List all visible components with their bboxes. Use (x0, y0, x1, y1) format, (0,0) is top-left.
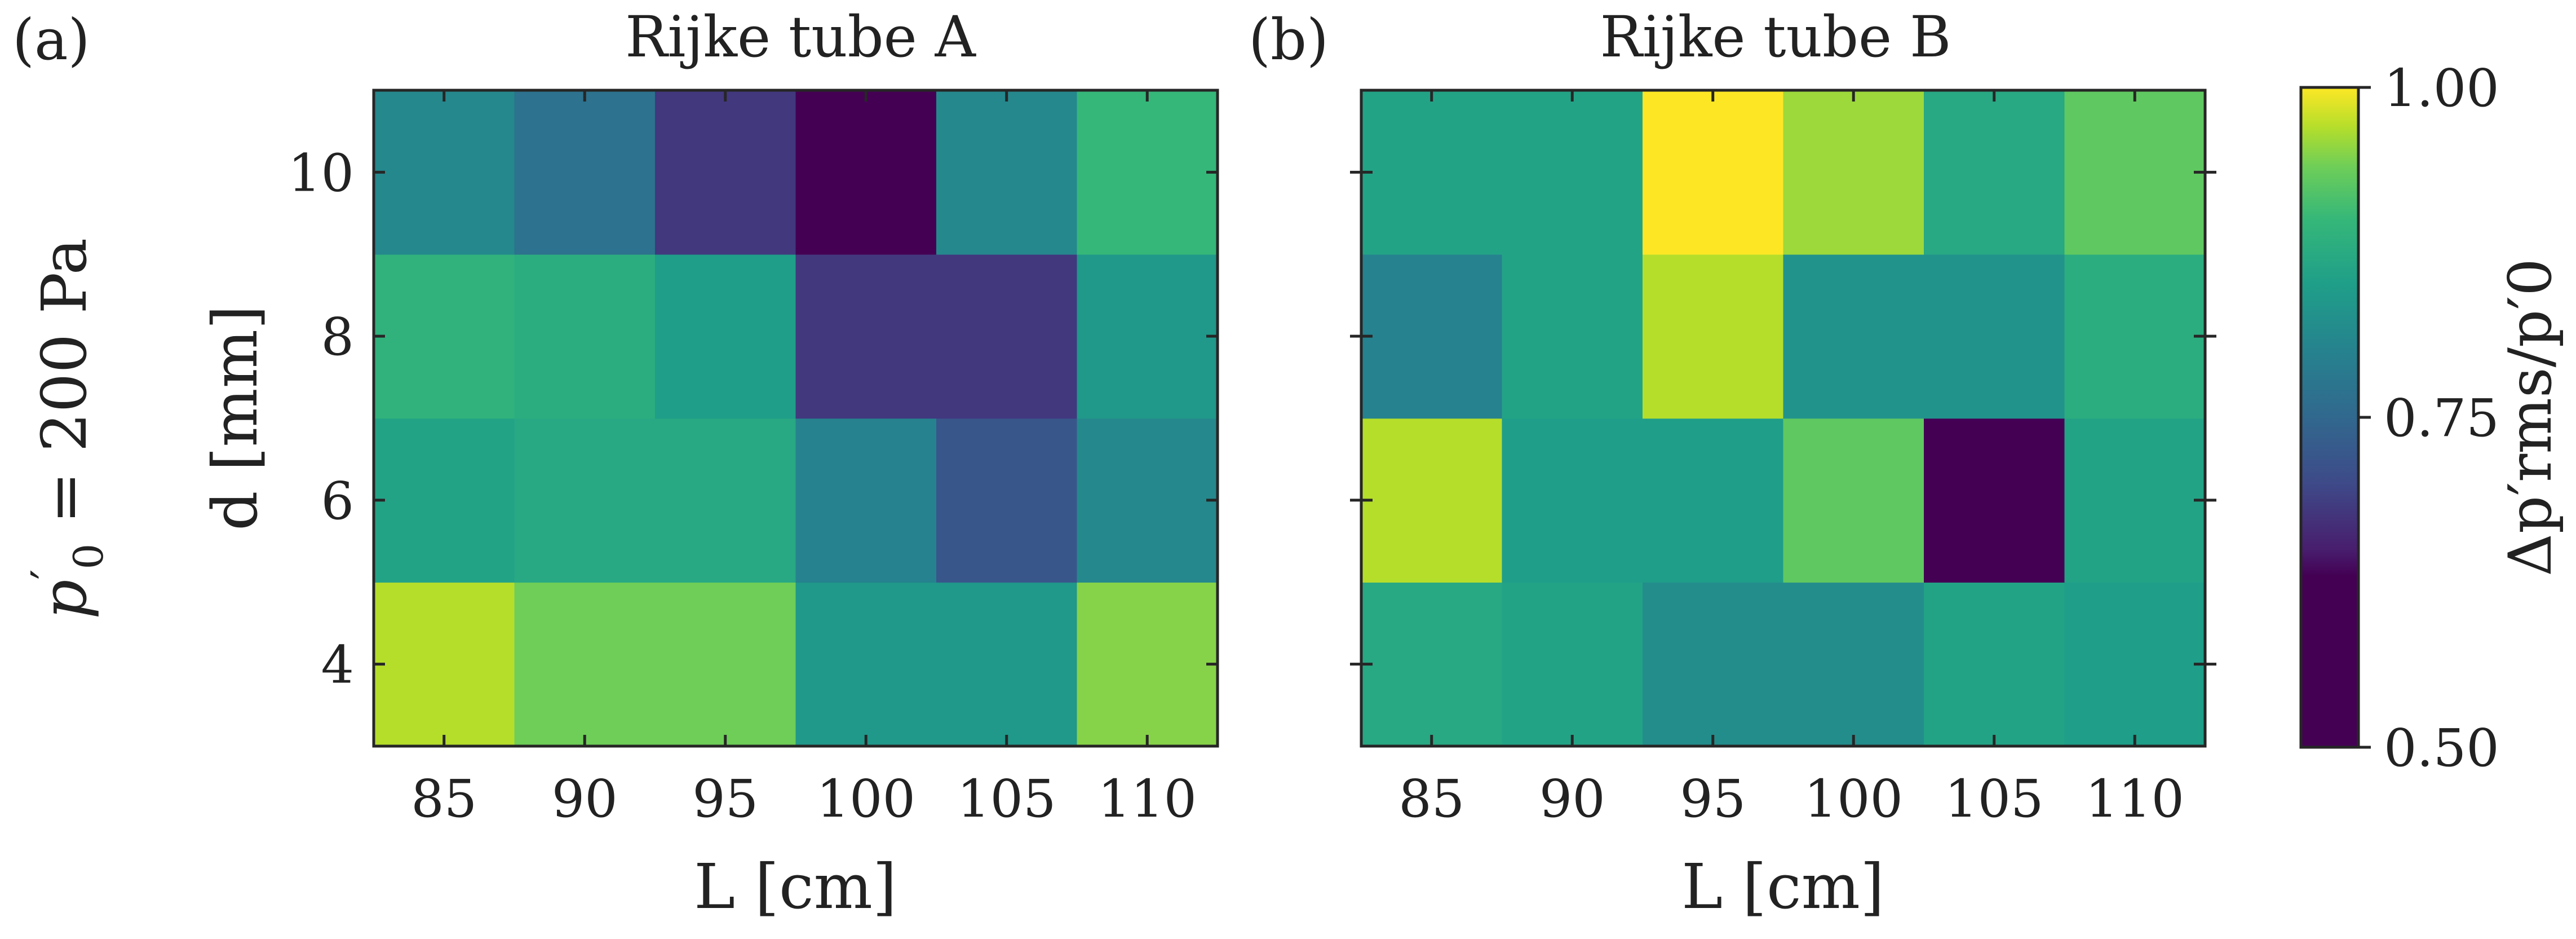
colorbar-ticks: 1.00 0.75 0.50 (2358, 58, 2499, 778)
heatmap-cell (1783, 254, 1924, 419)
row-label-rest: = 200 Pa (28, 238, 100, 544)
heatmap-cell (1077, 582, 1218, 747)
heatmap-cell (374, 90, 515, 255)
heatmap-cell (514, 90, 656, 255)
heatmap-cell (1361, 418, 1503, 583)
heatmap-cell (1643, 90, 1784, 255)
heatmap-cell (514, 582, 656, 747)
heatmap-cell (374, 254, 515, 419)
heatmap-cell (1361, 90, 1503, 255)
heatmap-cell (1502, 582, 1643, 747)
heatmap-cell (795, 90, 937, 255)
heatmap-cell (2064, 582, 2206, 747)
x-tick-label: 90 (552, 769, 618, 829)
panel-a-label: (a) (12, 7, 90, 73)
heatmap-cell (1643, 254, 1784, 419)
heatmap-cell (1502, 254, 1643, 419)
heatmap-cell (1077, 418, 1218, 583)
heatmap-cell (1783, 418, 1924, 583)
heatmap-cell (1361, 254, 1503, 419)
heatmap-cell (514, 254, 656, 419)
x-tick-label: 105 (1945, 769, 2044, 829)
colorbar-label: Δp′rms/p′0 (2496, 258, 2565, 576)
heatmap-cell (795, 582, 937, 747)
panel-a-frame (372, 89, 1219, 748)
heatmap-cell (1502, 90, 1643, 255)
heatmap-cell (1924, 418, 2065, 583)
heatmap-cell (1924, 90, 2065, 255)
heatmap-cell (936, 418, 1078, 583)
x-tick-label: 110 (1097, 769, 1197, 829)
y-tick-label: 8 (321, 307, 354, 367)
heatmap-cell (795, 254, 937, 419)
row-label: p′0 = 200 Pa (21, 238, 112, 619)
heatmap-cell (655, 254, 796, 419)
x-tick-label: 95 (692, 769, 758, 829)
x-tick-label: 85 (411, 769, 477, 829)
heatmap-cell (514, 418, 656, 583)
x-tick-label: 85 (1398, 769, 1464, 829)
colorbar-label-text: Δp′rms/p′0 (2496, 258, 2565, 576)
heatmap-cell (2064, 418, 2206, 583)
colorbar (2299, 86, 2360, 749)
heatmap-cell (936, 254, 1078, 419)
heatmap-cell (795, 418, 937, 583)
panel-b-frame (1360, 89, 2207, 748)
colorbar-tick-label: 0.75 (2384, 388, 2499, 448)
panel-b-xlabel: L [cm] (1681, 850, 1884, 923)
heatmap-cell (2064, 90, 2206, 255)
x-tick-label: 90 (1539, 769, 1605, 829)
x-tick-label: 100 (1804, 769, 1903, 829)
panel-b-heatmap: 85 90 95 100 105 110 (1350, 90, 2216, 829)
y-tick-label: 10 (288, 143, 354, 203)
heatmap-cell (1924, 582, 2065, 747)
heatmap-cell (655, 582, 796, 747)
x-tick-label: 110 (2085, 769, 2184, 829)
heatmap-cell (1783, 90, 1924, 255)
y-tick-label: 6 (321, 471, 354, 531)
row-label-sub: 0 (65, 544, 112, 570)
heatmap-cell (655, 418, 796, 583)
heatmap-cell (936, 582, 1078, 747)
x-tick-label: 105 (957, 769, 1056, 829)
row-label-p: p (28, 580, 100, 619)
x-tick-label: 100 (816, 769, 915, 829)
heatmap-cell (374, 418, 515, 583)
row-label-prime: ′ (21, 569, 74, 579)
panel-a-heatmap: 85 90 95 100 105 110 4 6 8 10 (288, 90, 1218, 829)
heatmap-cell (1077, 90, 1218, 255)
heatmap-cell (1502, 418, 1643, 583)
heatmap-cell (1361, 582, 1503, 747)
colorbar-tick-label: 1.00 (2384, 58, 2499, 118)
heatmap-cell (936, 90, 1078, 255)
panel-b-title: Rijke tube B (1600, 4, 1951, 70)
heatmap-cell (1077, 254, 1218, 419)
panel-a-xlabel: L [cm] (694, 850, 897, 923)
heatmap-cell (2064, 254, 2206, 419)
panel-a-ylabel: d [mm] (199, 305, 271, 531)
panel-b-label: (b) (1249, 7, 1329, 73)
heatmap-cell (655, 90, 796, 255)
heatmap-cell (1643, 418, 1784, 583)
x-tick-label: 95 (1680, 769, 1746, 829)
y-tick-label: 4 (321, 635, 354, 695)
heatmap-cell (374, 582, 515, 747)
colorbar-tick-label: 0.50 (2384, 718, 2499, 778)
heatmap-cell (1924, 254, 2065, 419)
panel-a-title: Rijke tube A (625, 4, 976, 70)
heatmap-cell (1783, 582, 1924, 747)
heatmap-cell (1643, 582, 1784, 747)
